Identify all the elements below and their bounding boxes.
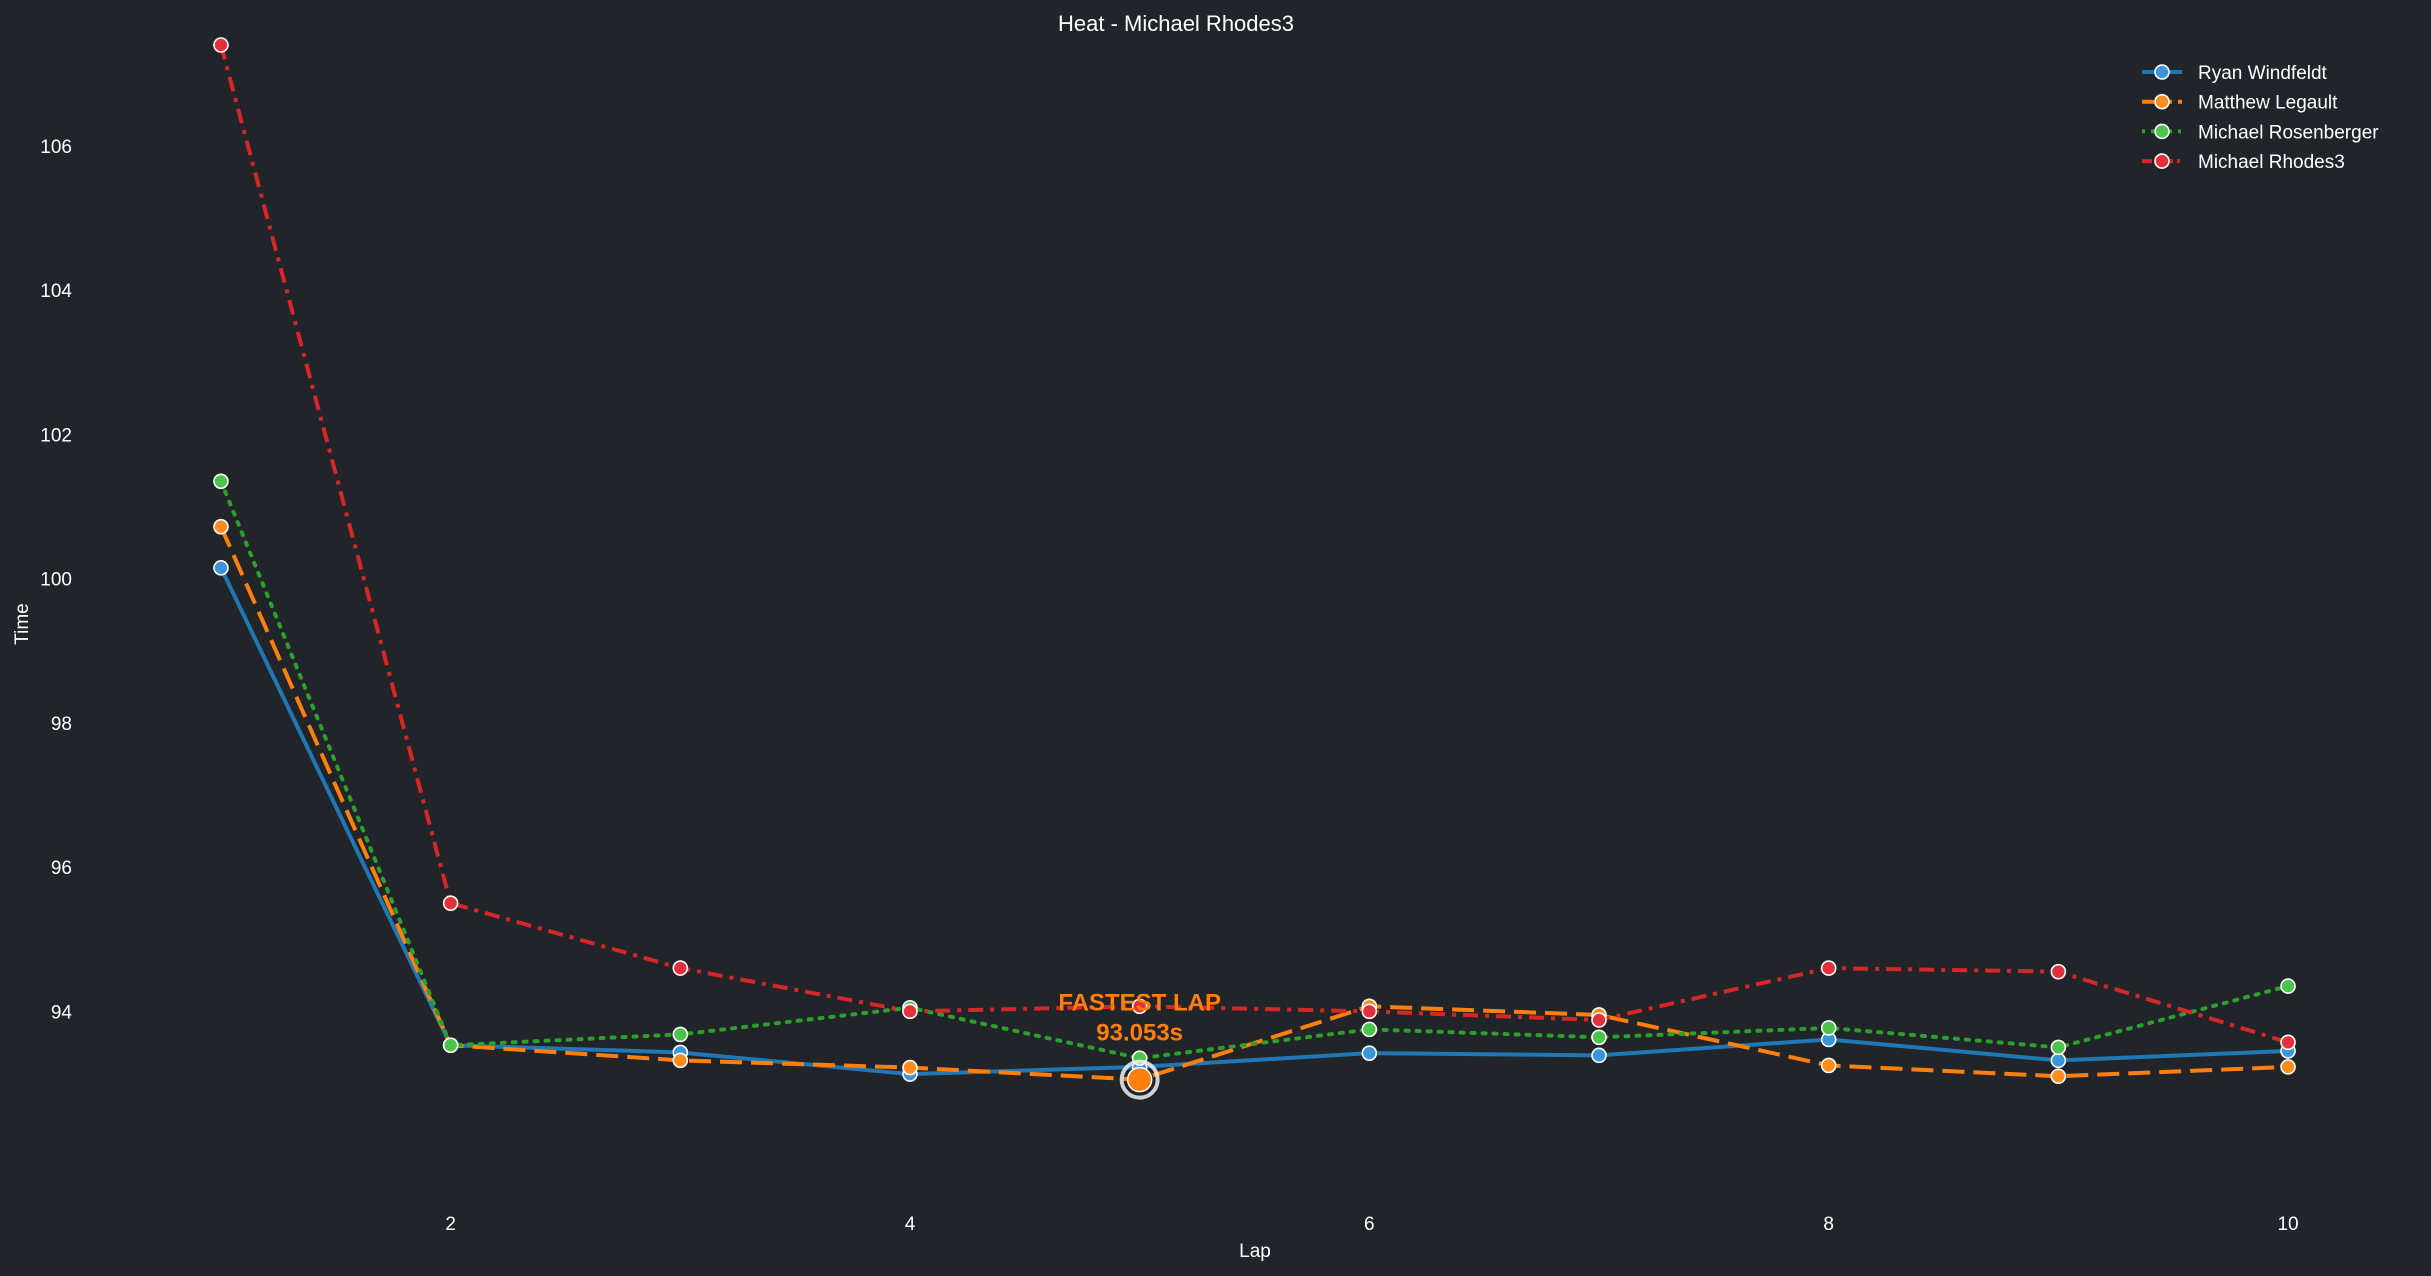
annotation: FASTEST LAP 93.053s bbox=[1058, 990, 1221, 1100]
y-tick-label: 98 bbox=[51, 714, 72, 735]
x-axis: 2 4 6 8 10 bbox=[445, 1214, 2298, 1235]
data-point bbox=[2050, 963, 2067, 980]
series-line-1 bbox=[219, 566, 2289, 1077]
data-point bbox=[1591, 1029, 1607, 1046]
x-tick-label: 6 bbox=[1364, 1214, 1375, 1235]
y-axis: 94 96 98 100 102 104 106 bbox=[40, 137, 72, 1023]
fastest-lap-label: FASTEST LAP bbox=[1058, 990, 1221, 1017]
series-line-4 bbox=[219, 44, 2289, 1045]
y-tick-label: 94 bbox=[51, 1002, 73, 1023]
legend-marker bbox=[2154, 64, 2170, 80]
x-tick-label: 4 bbox=[905, 1214, 916, 1235]
y-tick-label: 102 bbox=[40, 425, 72, 446]
series-lines bbox=[218, 44, 2291, 1082]
y-tick-label: 100 bbox=[40, 570, 72, 591]
data-point bbox=[1591, 1047, 1607, 1064]
data-point bbox=[213, 560, 229, 576]
legend-label: Michael Rhodes3 bbox=[2198, 152, 2345, 173]
data-point bbox=[1820, 1020, 1837, 1036]
data-point bbox=[2280, 1059, 2296, 1075]
data-point bbox=[1131, 998, 1148, 1015]
chart-title: Heat - Michael Rhodes3 bbox=[1058, 11, 1294, 36]
legend-marker bbox=[2154, 123, 2170, 140]
data-point bbox=[213, 518, 229, 535]
data-point bbox=[672, 1052, 689, 1069]
x-tick-label: 2 bbox=[445, 1214, 456, 1235]
fastest-lap-time: 93.053s bbox=[1096, 1020, 1183, 1047]
series-line-3 bbox=[218, 479, 2291, 1061]
data-point bbox=[2050, 1068, 2067, 1085]
x-tick-label: 10 bbox=[2277, 1214, 2298, 1235]
data-point bbox=[1361, 1045, 1378, 1061]
data-point bbox=[902, 1003, 918, 1020]
fastest-lap-marker bbox=[1126, 1066, 1153, 1093]
y-tick-label: 104 bbox=[40, 281, 72, 302]
data-point bbox=[213, 473, 229, 490]
x-axis-label: Lap bbox=[1239, 1241, 1271, 1262]
data-point bbox=[2280, 978, 2296, 994]
x-tick-label: 8 bbox=[1823, 1214, 1834, 1235]
data-point bbox=[1361, 1021, 1378, 1038]
legend-label: Ryan Windfeldt bbox=[2198, 63, 2328, 84]
legend-marker bbox=[2154, 153, 2170, 169]
data-point bbox=[2050, 1052, 2067, 1069]
data-point bbox=[1820, 1057, 1837, 1074]
data-point bbox=[2280, 1034, 2296, 1051]
data-point bbox=[672, 1026, 689, 1043]
fastest-lap-highlight-ring bbox=[1119, 1059, 1160, 1100]
legend-label: Michael Rosenberger bbox=[2198, 122, 2379, 143]
data-point bbox=[672, 960, 689, 976]
y-tick-label: 106 bbox=[40, 137, 72, 158]
legend-marker bbox=[2154, 93, 2170, 110]
data-point bbox=[1361, 1003, 1378, 1020]
legend: Ryan Windfeldt Matthew Legault Michael Ros… bbox=[2142, 63, 2379, 173]
data-point bbox=[442, 895, 459, 911]
data-point bbox=[902, 1059, 918, 1076]
y-axis-label: Time bbox=[12, 603, 33, 645]
data-point bbox=[2050, 1039, 2067, 1056]
legend-label: Matthew Legault bbox=[2198, 93, 2338, 114]
data-point bbox=[1591, 1012, 1607, 1028]
data-point bbox=[442, 1037, 459, 1054]
data-point bbox=[213, 37, 229, 53]
y-tick-label: 96 bbox=[51, 858, 72, 879]
data-point bbox=[1820, 960, 1837, 976]
